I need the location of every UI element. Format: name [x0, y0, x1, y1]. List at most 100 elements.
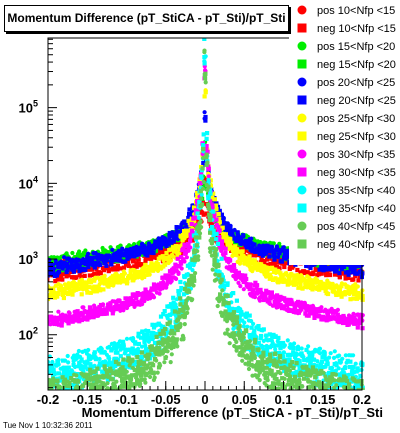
data-point [102, 364, 107, 369]
data-point [353, 361, 358, 366]
data-point [231, 263, 237, 268]
data-point [257, 298, 262, 303]
data-point [111, 255, 116, 260]
data-point [82, 316, 87, 321]
data-point [223, 251, 228, 256]
data-point [305, 306, 310, 311]
data-point [244, 277, 249, 282]
data-point [186, 218, 191, 223]
data-point [163, 355, 168, 360]
data-point [185, 306, 190, 311]
data-point [143, 380, 148, 385]
data-point [95, 284, 100, 289]
data-point [307, 365, 312, 370]
data-point [241, 233, 246, 238]
data-point [328, 308, 333, 313]
data-point [217, 228, 222, 233]
data-point [335, 292, 340, 297]
data-point [287, 266, 292, 271]
data-point [168, 302, 174, 307]
data-point [222, 284, 227, 289]
data-point [156, 285, 161, 290]
data-point [256, 264, 261, 269]
data-point [169, 328, 174, 334]
data-point [114, 371, 119, 377]
data-point [191, 263, 196, 268]
data-point [222, 242, 227, 247]
data-point [98, 288, 103, 293]
data-point [171, 300, 176, 305]
data-point [299, 307, 304, 312]
data-point [121, 265, 127, 270]
data-point [307, 282, 312, 287]
data-point [311, 311, 316, 316]
data-point [55, 362, 60, 367]
data-point [302, 303, 308, 308]
data-point [118, 354, 123, 359]
data-point [163, 262, 168, 267]
data-point [289, 272, 294, 277]
data-point [166, 330, 171, 335]
data-point [89, 354, 95, 359]
data-point [199, 196, 204, 201]
data-point [174, 229, 179, 234]
data-point [245, 324, 250, 329]
data-point [197, 200, 202, 205]
data-point [202, 177, 207, 183]
data-point [284, 278, 289, 283]
data-point [193, 271, 198, 276]
data-point [73, 287, 78, 292]
data-point [142, 274, 147, 279]
data-point [160, 254, 165, 259]
data-point [146, 291, 151, 296]
data-point [99, 280, 104, 285]
data-point [107, 304, 113, 310]
data-point [269, 265, 275, 270]
data-point [157, 238, 162, 243]
data-point [77, 319, 82, 324]
data-point [244, 238, 249, 243]
data-point [208, 191, 213, 196]
data-point [269, 343, 274, 349]
data-point [343, 276, 348, 281]
data-point [319, 265, 324, 270]
data-point [101, 287, 106, 292]
data-point [332, 315, 337, 320]
data-point [169, 325, 174, 330]
data-point [136, 366, 141, 372]
data-point [62, 365, 68, 370]
data-point [187, 265, 193, 270]
data-point [140, 329, 145, 334]
data-point [250, 253, 255, 258]
data-point [208, 187, 213, 192]
data-point [343, 292, 348, 297]
data-point [318, 307, 323, 312]
data-point [75, 379, 81, 384]
data-point [270, 295, 275, 300]
data-point [297, 359, 302, 364]
data-point [181, 292, 186, 297]
data-point [271, 269, 277, 275]
data-point [126, 353, 131, 358]
data-point [91, 263, 96, 268]
data-point [234, 307, 239, 312]
data-point [140, 246, 145, 251]
data-point [138, 370, 143, 375]
data-point [145, 332, 150, 337]
data-point [102, 311, 107, 316]
data-point [71, 383, 76, 388]
data-point [118, 374, 123, 379]
data-point [177, 264, 182, 269]
data-point [58, 287, 63, 293]
data-point [307, 278, 312, 283]
data-point [293, 279, 298, 284]
data-point [163, 273, 168, 278]
data-point [114, 280, 119, 285]
data-point [281, 350, 286, 355]
data-point [153, 239, 158, 244]
data-point [95, 366, 100, 371]
data-point [287, 276, 292, 281]
data-point [127, 386, 132, 391]
data-point [72, 315, 77, 320]
data-point [280, 355, 285, 360]
